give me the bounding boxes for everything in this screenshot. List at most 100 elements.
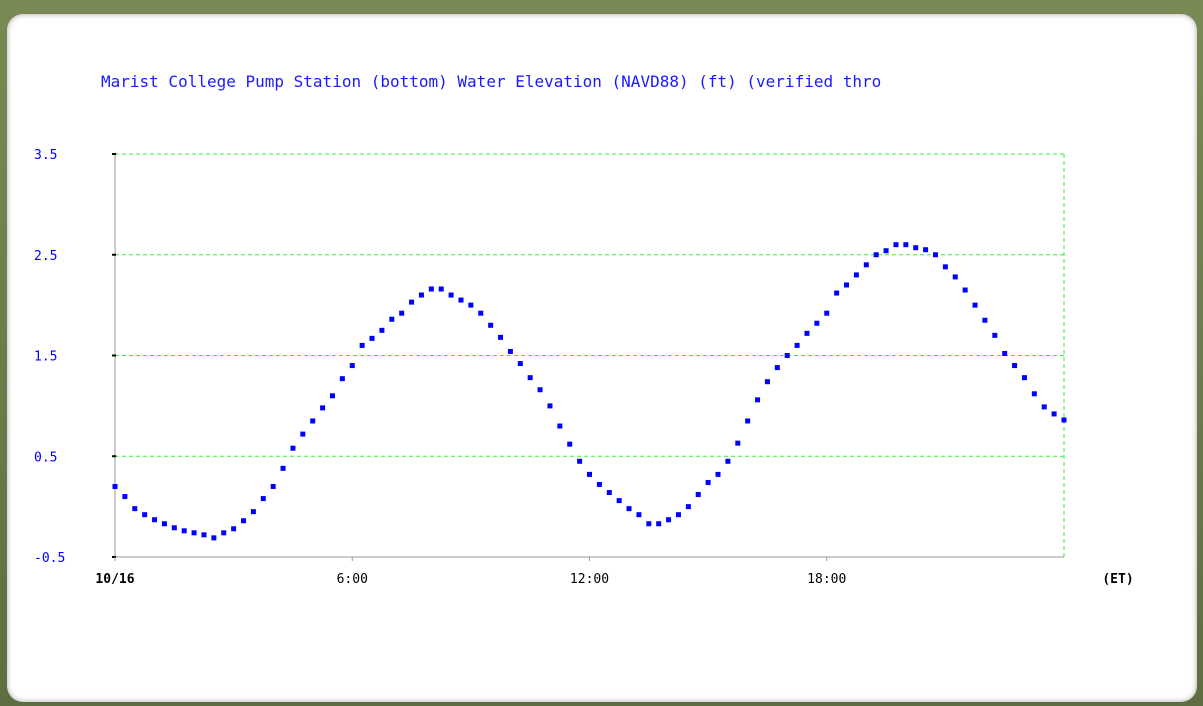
data-point [952, 274, 958, 280]
data-point [942, 264, 948, 270]
data-point [814, 320, 820, 326]
data-point [270, 483, 276, 489]
data-point [577, 458, 583, 464]
data-point [1002, 350, 1008, 356]
data-point [893, 242, 899, 248]
data-point [359, 342, 365, 348]
data-point [339, 376, 345, 382]
x-tick-label: 12:00 [570, 572, 609, 587]
y-tick-label: -0.5 [34, 551, 65, 566]
data-point [369, 335, 375, 341]
data-point [1012, 363, 1018, 369]
data-point [458, 297, 464, 303]
data-point [972, 302, 978, 308]
data-point [725, 458, 731, 464]
data-point [221, 530, 227, 536]
data-point [478, 310, 484, 316]
data-point [310, 418, 316, 424]
data-point [280, 465, 286, 471]
data-point [675, 512, 681, 518]
data-point [498, 334, 504, 340]
data-point [784, 353, 790, 358]
data-point [587, 471, 592, 477]
data-point [152, 517, 158, 523]
y-tick-label: 0.5 [34, 450, 57, 465]
data-point [913, 245, 919, 251]
data-point [171, 525, 177, 531]
data-point [161, 521, 167, 527]
data-point [666, 517, 672, 523]
data-point [1051, 411, 1057, 417]
x-tick-label: 6:00 [337, 572, 368, 587]
data-point [428, 286, 434, 292]
data-point [1041, 404, 1047, 410]
data-point [844, 282, 850, 288]
data-point [112, 483, 118, 489]
data-point [389, 316, 395, 322]
data-point [606, 490, 612, 496]
data-point [853, 272, 859, 278]
data-point [488, 322, 494, 328]
x-unit-label: (ET) [1102, 572, 1133, 587]
data-point [250, 509, 256, 515]
chart-panel: Marist College Pump Station (bottom) Wat… [7, 14, 1197, 702]
data-point [349, 363, 355, 369]
data-point [873, 252, 879, 258]
data-point [399, 310, 405, 316]
data-point [547, 403, 553, 409]
data-point [774, 365, 780, 371]
data-point [320, 405, 326, 411]
data-point [260, 496, 266, 502]
data-point [468, 302, 474, 308]
y-tick-label: 3.5 [34, 148, 57, 163]
data-point [982, 317, 988, 323]
data-point [616, 498, 622, 504]
data-point [1021, 375, 1027, 381]
data-point [290, 445, 296, 451]
data-point [1061, 417, 1067, 423]
data-point [923, 247, 929, 253]
data-point [537, 387, 543, 393]
data-point [962, 287, 968, 293]
data-point [755, 397, 761, 403]
data-point [527, 375, 533, 381]
data-point [211, 535, 217, 541]
data-point [241, 518, 247, 524]
data-point [122, 494, 128, 500]
data-point [142, 512, 148, 518]
data-point [231, 526, 237, 532]
x-tick-label: 10/16 [95, 572, 134, 587]
data-point [824, 310, 830, 316]
data-point [300, 431, 306, 437]
data-point [745, 418, 751, 424]
data-point [438, 286, 444, 292]
data-point [191, 530, 197, 536]
data-point [418, 292, 424, 298]
data-point [181, 528, 187, 534]
data-point [705, 479, 711, 485]
data-point [695, 492, 701, 498]
data-point [735, 440, 741, 446]
data-point [201, 532, 207, 538]
data-point [507, 348, 513, 354]
data-point [132, 506, 138, 512]
y-tick-label: 2.5 [34, 249, 57, 264]
data-point [448, 292, 454, 298]
chart-title: Marist College Pump Station (bottom) Wat… [101, 72, 882, 91]
data-point [379, 327, 385, 333]
data-point [932, 252, 938, 258]
data-point [794, 342, 800, 348]
data-point [567, 441, 573, 447]
data-point [883, 248, 889, 254]
data-point [834, 290, 840, 296]
data-point [409, 299, 415, 305]
data-point [329, 393, 335, 399]
data-point [903, 242, 909, 248]
data-point [685, 504, 691, 510]
data-point [626, 506, 632, 512]
data-point [557, 423, 563, 429]
data-point [992, 332, 998, 338]
data-point [715, 471, 721, 477]
